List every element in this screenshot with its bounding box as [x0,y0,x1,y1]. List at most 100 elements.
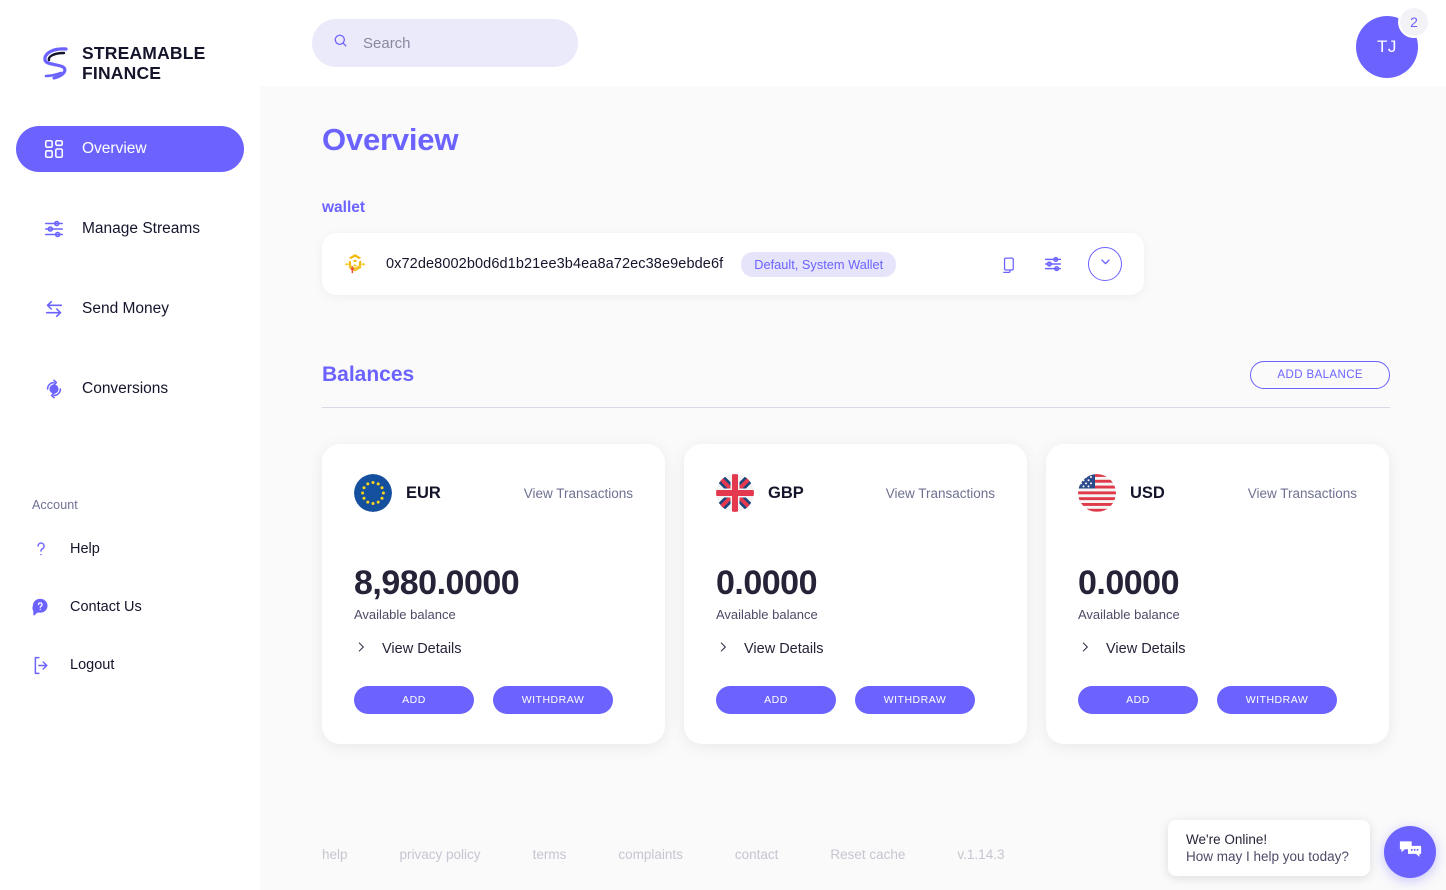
view-details-link[interactable]: View Details [716,640,995,658]
view-details-label: View Details [744,641,824,657]
sidebar-item-label: Logout [70,657,115,673]
balance-card-eur: EUR View Transactions 8,980.0000 Availab… [322,444,665,744]
main-area: TJ 2 Overview wallet [260,0,1446,890]
footer-link-help[interactable]: help [322,847,348,862]
us-flag-icon [1078,474,1116,512]
sliders-icon [42,217,66,241]
sidebar-item-conversions[interactable]: Conversions [16,366,244,412]
sidebar-item-help[interactable]: Help [0,538,260,560]
settings-sliders-icon[interactable] [1042,253,1064,275]
footer-link-contact[interactable]: contact [734,847,779,862]
footer-link-terms[interactable]: terms [532,847,567,862]
view-details-link[interactable]: View Details [1078,640,1357,658]
wallet-address[interactable]: 0x72de8002b0d6d1b21ee3b4ea8a72ec38e9ebde… [386,256,724,272]
copy-icon[interactable] [999,255,1018,274]
balance-caption: Available balance [716,607,818,622]
chat-greeting-bubble[interactable]: We're Online! How may I help you today? [1168,820,1370,876]
view-transactions-link[interactable]: View Transactions [523,485,633,501]
wallet-section-label: wallet [322,199,366,216]
sidebar-item-label: Help [70,541,100,557]
page-title: Overview [322,122,459,157]
brand-line-1: STREAMABLE [82,43,206,64]
eu-flag-icon [354,474,392,512]
add-balance-button[interactable]: ADD BALANCE [1250,361,1390,389]
balance-card-usd: USD View Transactions 0.0000 Available b… [1046,444,1389,744]
balance-caption: Available balance [1078,607,1180,622]
card-header: USD View Transactions [1078,474,1357,512]
brand-line-2: FINANCE [82,63,162,83]
avatar-initials: TJ [1377,37,1397,56]
chat-launcher-button[interactable] [1384,826,1436,878]
withdraw-button[interactable]: WITHDRAW [1217,686,1337,714]
account-section: Account Help Con [0,498,260,712]
chevron-down-icon [1097,253,1114,275]
sidebar-item-overview[interactable]: Overview [16,126,244,172]
sidebar-item-label: Manage Streams [82,220,201,237]
sidebar-item-label: Overview [82,140,147,157]
chevron-right-icon [1078,640,1092,658]
version-label: v.1.14.3 [957,847,1005,862]
sidebar-item-logout[interactable]: Logout [0,654,260,676]
wallet-row[interactable]: 0x72de8002b0d6d1b21ee3b4ea8a72ec38e9ebde… [322,233,1144,295]
add-button[interactable]: ADD [354,686,474,714]
chevron-right-icon [716,640,730,658]
bnb-chain-icon [340,249,370,279]
balances-title: Balances [322,363,415,386]
sidebar-item-label: Conversions [82,380,169,397]
balance-cards: EUR View Transactions 8,980.0000 Availab… [322,444,1390,744]
search-container[interactable] [312,19,578,67]
search-input[interactable] [363,34,543,52]
add-button[interactable]: ADD [716,686,836,714]
withdraw-button[interactable]: WITHDRAW [493,686,613,714]
grid-icon [42,137,66,161]
wallet-actions [999,247,1122,281]
balance-amount: 8,980.0000 [354,564,520,602]
brand-name: STREAMABLE FINANCE [82,44,206,83]
sidebar-item-label: Send Money [82,300,170,317]
top-bar: TJ 2 [260,0,1446,86]
logout-icon [30,654,52,676]
transfer-arrows-icon [42,297,66,321]
currency-code: EUR [406,483,441,502]
chat-question-icon [30,596,52,618]
view-details-label: View Details [382,641,462,657]
withdraw-button[interactable]: WITHDRAW [855,686,975,714]
sidebar-item-manage-streams[interactable]: Manage Streams [16,206,244,252]
currency-code: USD [1130,483,1165,502]
sidebar-item-send-money[interactable]: Send Money [16,286,244,332]
gb-flag-icon [716,474,754,512]
brand-logo[interactable]: STREAMABLE FINANCE [0,0,260,84]
chat-greeting-title: We're Online! [1186,832,1268,847]
chevron-right-icon [354,640,368,658]
chat-greeting-subtitle: How may I help you today? [1186,849,1349,864]
card-header: EUR View Transactions [354,474,633,512]
reset-cache-button[interactable]: Reset cache [830,847,906,862]
balance-amount: 0.0000 [716,564,818,602]
add-button[interactable]: ADD [1078,686,1198,714]
page-content: Overview wallet [260,86,1446,744]
footer-link-complaints[interactable]: complaints [618,847,683,862]
balance-amount: 0.0000 [1078,564,1180,602]
chat-bubbles-icon [1397,836,1424,868]
view-transactions-link[interactable]: View Transactions [1247,485,1357,501]
account-section-label: Account [32,498,78,512]
card-header: GBP View Transactions [716,474,995,512]
card-actions: ADD WITHDRAW [716,686,995,714]
view-details-link[interactable]: View Details [354,640,633,658]
sidebar: STREAMABLE FINANCE Overview [0,0,260,890]
streamable-logo-icon [38,44,72,84]
sidebar-item-contact-us[interactable]: Contact Us [0,596,260,618]
card-actions: ADD WITHDRAW [1078,686,1357,714]
main-navigation: Overview Manage Streams [0,126,260,412]
currency-code: GBP [768,483,804,502]
question-mark-icon [30,538,52,560]
wallet-expand-button[interactable] [1088,247,1122,281]
wallet-status-badge: Default, System Wallet [741,251,897,277]
avatar-container: TJ 2 [1356,6,1430,78]
balances-header: Balances ADD BALANCE [322,361,1390,408]
balance-card-gbp: GBP View Transactions 0.0000 Available b… [684,444,1027,744]
view-transactions-link[interactable]: View Transactions [885,485,995,501]
footer-link-privacy-policy[interactable]: privacy policy [399,847,481,862]
notification-badge[interactable]: 2 [1398,6,1430,38]
